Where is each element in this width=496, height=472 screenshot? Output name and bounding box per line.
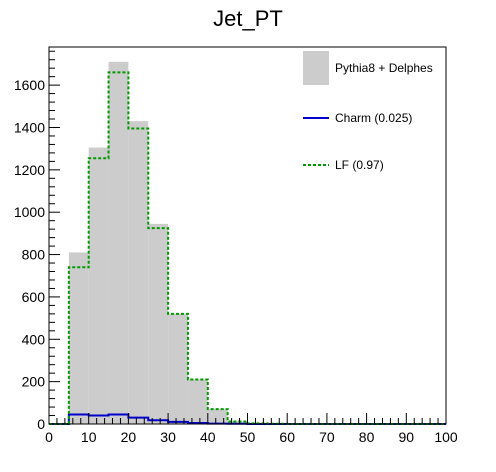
axes-layer: 0 10 20 30 40 50 60 70 80 90 100020040060080010001…: [14, 50, 458, 445]
y-tick-label: 0: [37, 416, 45, 432]
histogram-bar: [207, 409, 228, 424]
histogram-bar: [187, 379, 208, 424]
histogram-bar: [168, 313, 188, 424]
histogram-bar: [148, 223, 169, 424]
x-tick-label: 100: [434, 429, 458, 445]
x-tick-label: 60: [279, 429, 295, 445]
legend: Pythia8 + Delphes Charm (0.025) LF (0.97): [303, 51, 433, 172]
chart-title: Jet_PT: [213, 6, 283, 31]
y-tick-label: 400: [22, 331, 46, 347]
x-tick-label: 20: [121, 429, 137, 445]
histogram-bar: [128, 121, 149, 424]
histogram-bar: [227, 421, 248, 424]
histogram-bar: [68, 252, 89, 424]
bars-layer: [68, 61, 288, 425]
x-tick-label: 90: [399, 429, 415, 445]
x-tick-label: 40: [200, 429, 216, 445]
x-tick-label: 10: [81, 429, 97, 445]
y-tick-label: 600: [22, 289, 46, 305]
y-tick-label: 200: [22, 374, 46, 390]
x-tick-label: 0: [45, 429, 53, 445]
y-tick-label: 800: [22, 247, 46, 263]
legend-swatch: [303, 51, 329, 85]
legend-label: Charm (0.025): [335, 111, 412, 125]
x-tick-label: 50: [240, 429, 256, 445]
legend-label: LF (0.97): [335, 158, 384, 172]
y-tick-label: 1000: [14, 204, 45, 220]
histogram-bar: [88, 147, 109, 424]
y-tick-label: 1600: [14, 77, 45, 93]
histogram-bar: [108, 61, 129, 425]
x-tick-label: 70: [319, 429, 335, 445]
x-tick-label: 80: [359, 429, 375, 445]
series-line-2: [49, 71, 446, 425]
y-tick-label: 1200: [14, 162, 45, 178]
y-tick-label: 1400: [14, 119, 45, 135]
legend-label: Pythia8 + Delphes: [335, 61, 433, 75]
x-tick-label: 30: [160, 429, 176, 445]
